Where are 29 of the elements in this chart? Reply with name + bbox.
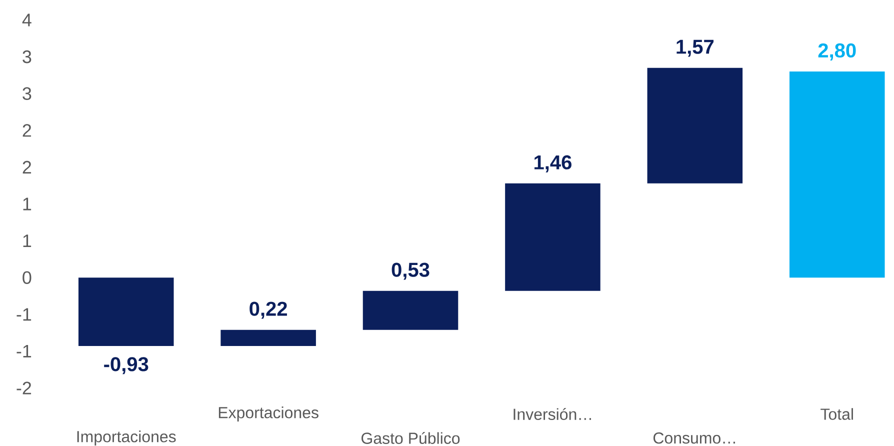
data-label: 2,80 [818, 43, 856, 60]
y-tick-label: -2 [16, 382, 32, 394]
y-tick-label: 3 [22, 50, 32, 64]
bar [220, 330, 316, 346]
x-tick-label: Importaciones [77, 430, 176, 446]
data-label: 1,46 [534, 155, 572, 172]
y-tick-label: -1 [16, 345, 32, 358]
data-label: 1,57 [676, 40, 714, 57]
bar [505, 183, 600, 291]
data-label: 0,22 [250, 302, 287, 319]
y-tick-label: 1 [23, 198, 32, 210]
data-label: 0,53 [392, 262, 430, 280]
y-tick-label: 1 [23, 234, 32, 247]
bar [647, 68, 743, 184]
bar [362, 290, 458, 330]
y-tick-label: 2 [22, 124, 32, 137]
x-tick-label: Total [820, 408, 853, 420]
x-tick-label: Consumo… [653, 432, 735, 444]
x-tick-label: Exportaciones [218, 406, 318, 422]
x-tick-label: Gasto Público [362, 432, 460, 444]
data-label: -0,93 [104, 357, 148, 374]
x-tick-label: Inversión… [514, 408, 591, 420]
bar [789, 72, 885, 278]
bar [78, 278, 174, 346]
y-tick-label: 0 [22, 271, 32, 284]
y-tick-label: 3 [22, 87, 32, 100]
y-tick-label: 4 [22, 14, 32, 26]
y-tick-label: -1 [16, 308, 32, 321]
y-tick-label: 2 [22, 160, 32, 174]
